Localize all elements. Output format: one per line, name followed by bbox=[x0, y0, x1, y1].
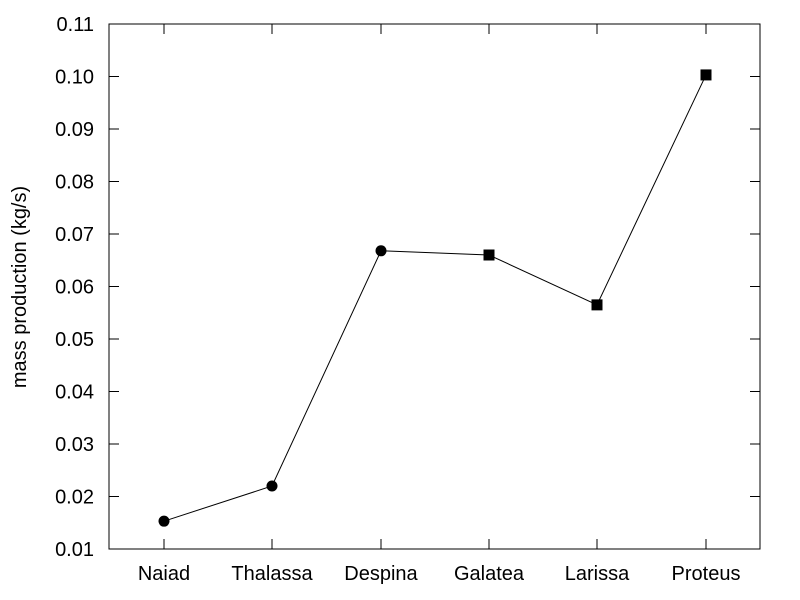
data-point-galatea bbox=[483, 249, 495, 261]
data-point-proteus bbox=[700, 69, 712, 81]
y-tick-label: 0.10 bbox=[55, 67, 94, 89]
y-tick-label: 0.02 bbox=[55, 487, 94, 509]
x-tick-label: Larissa bbox=[565, 563, 630, 585]
y-axis-title: mass production (kg/s) bbox=[9, 186, 31, 388]
data-point-larissa bbox=[591, 299, 603, 311]
x-tick-label: Thalassa bbox=[231, 563, 313, 585]
y-tick-label: 0.08 bbox=[55, 172, 94, 194]
y-tick-label: 0.09 bbox=[55, 119, 94, 141]
y-tick-label: 0.06 bbox=[55, 277, 94, 299]
series-line bbox=[163, 74, 707, 522]
y-tick-label: 0.03 bbox=[55, 434, 94, 456]
y-tick-label: 0.01 bbox=[55, 539, 94, 561]
data-point-thalassa bbox=[266, 480, 278, 492]
y-tick-label: 0.11 bbox=[57, 14, 94, 36]
data-point-despina bbox=[375, 245, 387, 257]
y-tick-label: 0.05 bbox=[55, 329, 94, 351]
plot-frame bbox=[108, 23, 761, 550]
y-tick-label: 0.07 bbox=[55, 224, 94, 246]
data-point-naiad bbox=[158, 515, 170, 527]
x-axis: Naiad Thalassa Despina Galatea Larissa Proteu… bbox=[138, 24, 741, 585]
x-tick-label: Proteus bbox=[672, 563, 741, 585]
y-axis: 0.01 0.02 0.03 0.04 0.05 0.06 0.07 0.08 0.09 0.10… bbox=[55, 14, 760, 561]
x-tick-label: Galatea bbox=[454, 563, 525, 585]
series bbox=[158, 69, 712, 527]
x-tick-label: Despina bbox=[344, 563, 418, 585]
x-tick-label: Naiad bbox=[138, 563, 190, 585]
y-tick-label: 0.04 bbox=[55, 382, 94, 404]
